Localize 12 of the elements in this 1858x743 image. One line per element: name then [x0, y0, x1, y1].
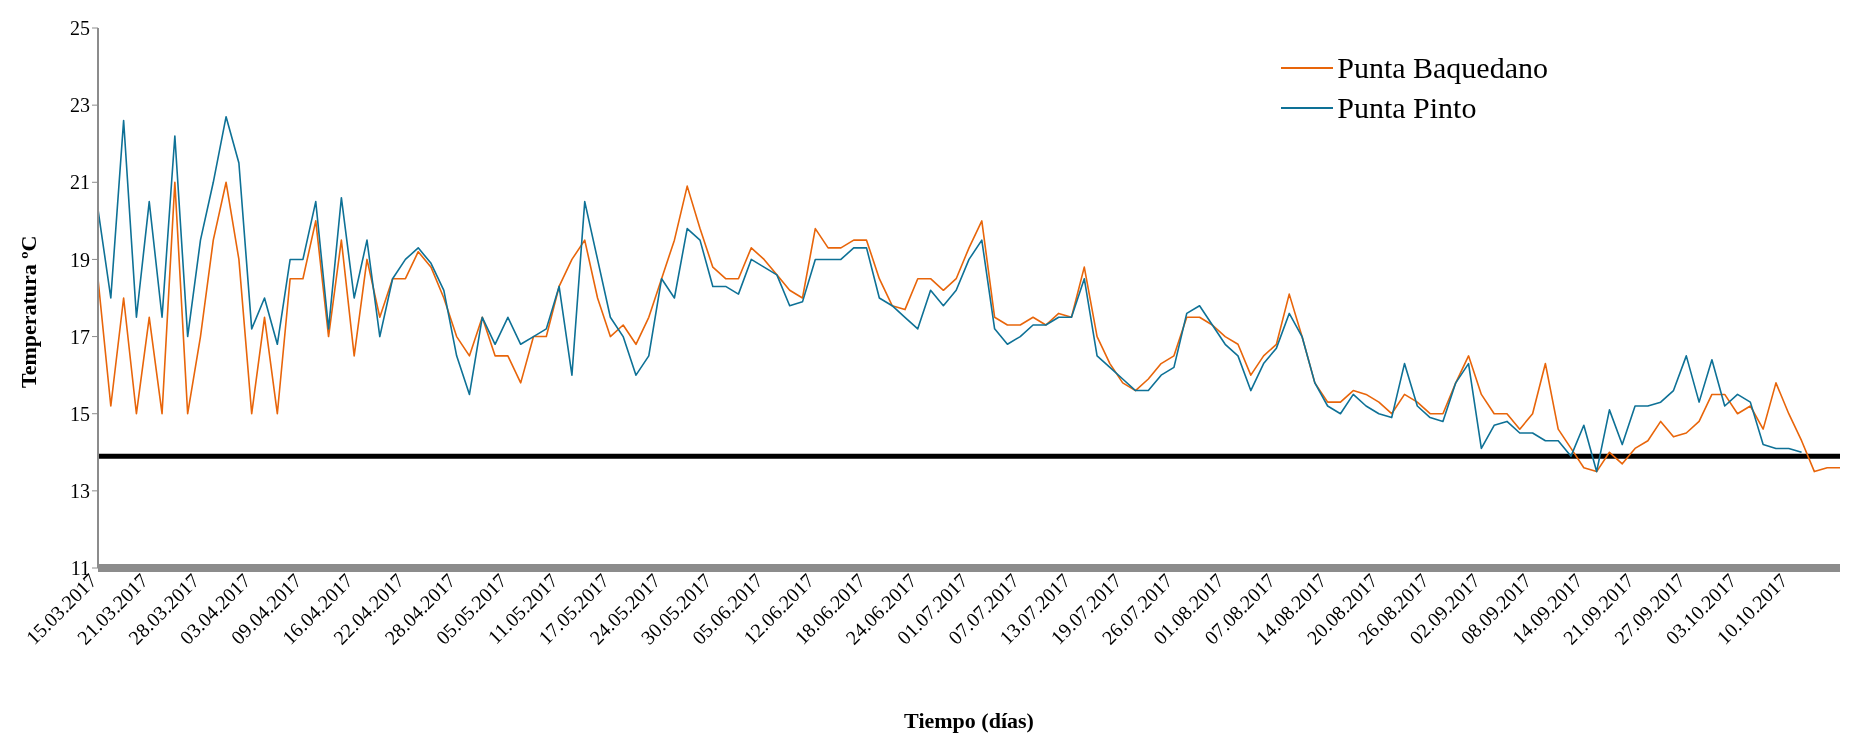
- y-axis-title: Temperatura ºC: [15, 235, 41, 388]
- legend-label: Punta Baquedano: [1337, 50, 1548, 86]
- y-tick-label: 21: [70, 171, 90, 194]
- y-tick-label: 15: [70, 402, 90, 425]
- y-tick-label: 17: [70, 325, 90, 348]
- line-series: [97, 181, 1841, 473]
- y-tick-label: 19: [70, 248, 90, 271]
- legend-label: Punta Pinto: [1337, 90, 1477, 126]
- y-tick-label: 23: [70, 94, 90, 117]
- y-tick-label: 13: [70, 479, 90, 502]
- y-tick-label: 25: [70, 17, 90, 40]
- x-axis-title: Tiempo (días): [904, 708, 1034, 733]
